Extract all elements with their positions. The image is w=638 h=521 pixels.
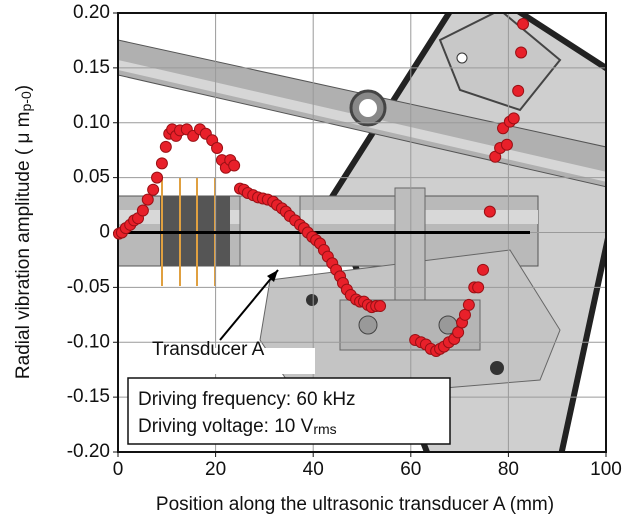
- x-tick-label: 80: [498, 459, 519, 480]
- y-label-sub: p-0: [18, 91, 34, 111]
- data-point: [518, 18, 529, 29]
- y-label-end: ): [13, 85, 34, 91]
- y-label-text: Radial vibration amplitude ( μ m: [13, 112, 34, 380]
- data-point: [516, 47, 527, 58]
- data-point: [160, 141, 171, 152]
- y-axis-label: Radial vibration amplitude ( μ mp-0): [13, 85, 34, 379]
- x-tick-label: 40: [303, 459, 324, 480]
- data-point: [142, 194, 153, 205]
- data-point: [229, 160, 240, 171]
- note-frequency: Driving frequency: 60 kHz: [138, 389, 356, 410]
- data-point: [463, 299, 474, 310]
- y-tick-label: -0.20: [67, 441, 110, 462]
- data-point: [375, 301, 386, 312]
- y-tick-label: 0.15: [73, 57, 110, 78]
- data-point: [212, 142, 223, 153]
- data-point: [459, 309, 470, 320]
- data-point: [148, 184, 159, 195]
- data-point: [137, 205, 148, 216]
- y-tick-label: -0.10: [67, 331, 110, 352]
- data-point: [453, 327, 464, 338]
- data-point: [152, 172, 163, 183]
- data-point: [478, 264, 489, 275]
- y-tick-label: 0: [99, 222, 110, 243]
- x-tick-label: 60: [400, 459, 421, 480]
- data-point: [501, 139, 512, 150]
- note-voltage: Driving voltage: 10 Vrms: [138, 416, 337, 437]
- x-axis-label: Position along the ultrasonic transducer…: [156, 494, 554, 515]
- note-voltage-text: Driving voltage: 10 V: [138, 416, 314, 437]
- y-tick-label: 0.20: [73, 2, 110, 23]
- annotation: Transducer A: [152, 339, 265, 360]
- data-point: [484, 206, 495, 217]
- data-point: [508, 113, 519, 124]
- note-voltage-sub: rms: [313, 421, 336, 437]
- data-point: [156, 158, 167, 169]
- y-tick-label: 0.10: [73, 112, 110, 133]
- x-tick-label: 20: [205, 459, 226, 480]
- x-tick-label: 0: [113, 459, 124, 480]
- y-tick-label: -0.05: [67, 276, 110, 297]
- data-point: [473, 282, 484, 293]
- data-point: [513, 85, 524, 96]
- y-tick-label: -0.15: [67, 386, 110, 407]
- chart: Transducer A Driving frequency: 60 kHz D…: [0, 0, 638, 521]
- y-tick-label: 0.05: [73, 167, 110, 188]
- x-tick-label: 100: [590, 459, 622, 480]
